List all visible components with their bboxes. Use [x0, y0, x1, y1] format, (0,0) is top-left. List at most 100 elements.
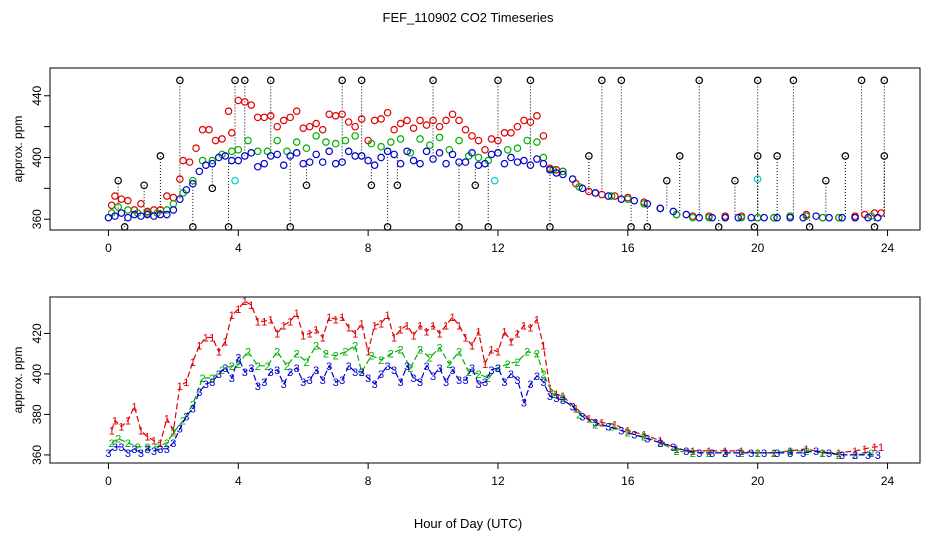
blue-point: [208, 159, 217, 168]
series-3-marker: 3: [579, 411, 585, 423]
series-3-marker: 3: [813, 446, 819, 458]
green-point: [292, 138, 301, 146]
series-3-marker: 3: [112, 442, 118, 454]
green-point: [351, 132, 359, 140]
x-tick-label: 8: [365, 474, 372, 488]
series-3-marker: 3: [125, 448, 131, 460]
green-point: [416, 135, 424, 143]
blue-point: [357, 152, 366, 160]
blue-point: [364, 156, 372, 165]
blue-point: [442, 159, 450, 168]
series-1-marker: 1: [411, 330, 417, 342]
blue-point: [403, 147, 411, 156]
green-point: [124, 206, 132, 214]
y-tick-label: 440: [30, 85, 44, 105]
black-point: [526, 76, 535, 85]
series-2-marker: 2: [359, 367, 365, 379]
series-2-line: [111, 344, 872, 456]
blue-point: [377, 153, 385, 162]
blue-point: [202, 161, 210, 170]
red-point: [442, 116, 450, 125]
series-1-marker: 1: [229, 310, 235, 322]
blue-point: [124, 213, 132, 222]
series-1-marker: 1: [112, 415, 118, 427]
series-1-marker: 1: [339, 312, 345, 324]
black-point: [714, 223, 723, 231]
green-point: [474, 153, 483, 162]
green-point: [640, 199, 648, 208]
series-3-marker: 3: [261, 377, 267, 389]
series-3-marker: 3: [138, 448, 144, 460]
series-3-marker: 3: [222, 363, 228, 375]
series-1-marker: 1: [722, 446, 728, 458]
series-1-marker: 1: [261, 316, 267, 328]
series-1-marker: 1: [320, 332, 326, 344]
series-1-marker: 1: [248, 300, 254, 312]
series-3-marker: 3: [216, 369, 222, 381]
series-3-marker: 3: [748, 448, 754, 460]
red-point: [416, 116, 424, 125]
black-point: [880, 152, 889, 160]
series-3-marker: 3: [359, 367, 365, 379]
blue-point: [396, 159, 405, 168]
series-2-marker: 2: [190, 399, 196, 411]
blue-point: [734, 213, 743, 222]
green-point: [244, 136, 252, 145]
series-3-marker: 3: [352, 367, 358, 379]
black-point: [598, 76, 606, 85]
series-1-marker: 1: [313, 324, 319, 336]
green-point: [455, 136, 463, 145]
series-2-marker: 2: [417, 345, 423, 357]
y-tick-label: 360: [30, 209, 44, 229]
series-3-marker: 3: [644, 434, 650, 446]
series-1-marker: 1: [534, 314, 540, 326]
blue-point: [305, 158, 314, 166]
series-3-marker: 3: [385, 361, 391, 373]
red-point: [325, 110, 333, 119]
black-point: [471, 181, 480, 190]
series-1-marker: 1: [820, 448, 826, 460]
series-1-marker: 1: [274, 328, 280, 340]
black-point: [675, 152, 684, 160]
x-tick-label: 24: [881, 474, 895, 488]
series-3-marker: 3: [157, 444, 163, 456]
green-point: [539, 153, 548, 162]
series-3-marker: 3: [709, 448, 715, 460]
series-2-marker: 2: [868, 448, 874, 460]
green-point: [208, 156, 217, 165]
series-3-marker: 3: [105, 448, 111, 460]
green-point: [367, 139, 376, 148]
blue-point: [448, 150, 457, 159]
series-1-marker: 1: [164, 413, 170, 425]
series-2-marker: 2: [274, 347, 280, 359]
red-point: [192, 144, 200, 153]
series-1-marker: 1: [391, 332, 397, 344]
red-point: [533, 112, 541, 120]
series-2-marker: 2: [407, 363, 413, 375]
red-point: [179, 156, 187, 165]
blue-point: [799, 213, 807, 222]
series-2-marker: 2: [427, 353, 433, 365]
black-point: [841, 152, 850, 160]
plot-frame: [49, 67, 921, 231]
series-1-marker: 1: [430, 320, 436, 332]
series-2-marker: 2: [284, 361, 290, 373]
red-point: [877, 209, 885, 217]
series-2-marker: 2: [323, 349, 329, 361]
series-2-marker: 2: [550, 389, 556, 401]
y-tick-label: 400: [30, 147, 44, 167]
blue-point: [338, 158, 346, 166]
series-1-marker: 1: [424, 326, 430, 338]
series-1-marker: 1: [209, 332, 215, 344]
red-point: [205, 125, 213, 134]
black-point: [266, 76, 275, 85]
black-point: [617, 76, 626, 85]
series-1-marker: 1: [157, 438, 163, 450]
series-3-marker: 3: [605, 422, 611, 434]
blue-point: [851, 213, 859, 222]
series-1-marker: 1: [203, 332, 209, 344]
green-point: [737, 213, 746, 222]
series-1-marker: 1: [508, 337, 514, 349]
series-3-marker: 3: [443, 377, 449, 389]
red-point: [253, 113, 262, 122]
